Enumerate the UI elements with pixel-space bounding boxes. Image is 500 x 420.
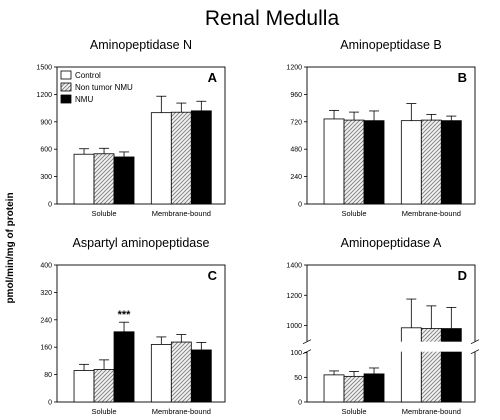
panel-title: Aminopeptidase B <box>340 38 441 52</box>
category-label: Membrane-bound <box>402 407 461 416</box>
bar <box>363 120 385 205</box>
category-label: Soluble <box>342 209 367 218</box>
y-tick-label: 1400 <box>286 263 302 270</box>
bar <box>113 156 135 205</box>
axis-break-mark <box>470 349 480 355</box>
panel-letter: A <box>208 70 218 85</box>
y-tick-label: 1200 <box>286 293 302 300</box>
chart-panel-c: 0 80 160 240 320 400 Soluble Membrane-bound *** A… <box>40 236 226 416</box>
y-tick-label: 240 <box>40 317 52 324</box>
bar <box>93 153 115 205</box>
axis-break-mark <box>302 339 312 345</box>
significance-annotation: *** <box>118 309 132 321</box>
category-label: Membrane-bound <box>152 209 211 218</box>
y-tick-label: 50 <box>294 375 302 382</box>
bar <box>93 369 115 403</box>
chart-panel-d: 0 50 100 1000 1200 1400 Soluble Membrane-bound A… <box>286 236 480 416</box>
y-tick-label: 160 <box>40 345 52 352</box>
legend-label: Control <box>75 71 101 80</box>
legend-swatch <box>60 70 72 80</box>
y-tick-label: 900 <box>40 119 52 126</box>
bar <box>73 153 95 205</box>
bar <box>170 111 192 205</box>
axis-break-mark <box>470 339 480 345</box>
chart-panel-a: 0 300 600 900 1200 1500 Soluble Membrane-bound A… <box>36 38 226 218</box>
panel-title: Aminopeptidase N <box>90 38 192 52</box>
legend-label: Non tumor NMU <box>75 83 133 92</box>
bar <box>420 119 442 205</box>
category-label: Soluble <box>342 407 367 416</box>
y-tick-label: 0 <box>48 202 52 209</box>
y-tick-label: 400 <box>40 263 52 270</box>
bar <box>343 119 365 205</box>
plot-frame <box>306 264 476 403</box>
plot-frame <box>306 66 476 205</box>
y-tick-label: 100 <box>290 350 302 357</box>
category-label: Soluble <box>92 209 117 218</box>
legend-swatch <box>60 94 72 104</box>
bar <box>400 120 422 205</box>
y-tick-label: 0 <box>298 400 302 407</box>
category-label: Membrane-bound <box>152 407 211 416</box>
bar <box>190 349 212 403</box>
y-tick-label: 600 <box>40 147 52 154</box>
panel-title: Aminopeptidase A <box>341 236 442 250</box>
chart-panel-b: 0 240 480 720 960 1200 Soluble Membrane-bound Am… <box>286 38 476 218</box>
bar <box>323 374 345 403</box>
bar <box>343 375 365 403</box>
y-tick-label: 320 <box>40 290 52 297</box>
bar <box>420 328 442 403</box>
bar <box>113 331 135 403</box>
bar <box>73 370 95 403</box>
panel-letter: D <box>458 268 467 283</box>
y-tick-label: 0 <box>48 400 52 407</box>
bar <box>440 328 462 403</box>
y-tick-label: 240 <box>290 174 302 181</box>
y-tick-label: 480 <box>290 147 302 154</box>
y-tick-label: 1200 <box>36 92 52 99</box>
y-tick-label: 0 <box>298 202 302 209</box>
panel-title: Aspartyl aminopeptidase <box>73 236 210 250</box>
category-label: Soluble <box>92 407 117 416</box>
plot-frame <box>56 264 226 403</box>
y-tick-label: 300 <box>40 174 52 181</box>
bar <box>440 120 462 205</box>
bar <box>190 110 212 205</box>
y-tick-label: 1500 <box>36 65 52 72</box>
plot-frame <box>56 66 226 205</box>
legend-swatch <box>60 82 72 92</box>
y-tick-label: 960 <box>290 92 302 99</box>
axis-break-mark <box>302 349 312 355</box>
panel-letter: C <box>208 268 218 283</box>
y-axis-label: pmol/min/mg of protein <box>5 192 16 303</box>
bar <box>323 118 345 205</box>
axis-break-gap <box>303 341 479 352</box>
main-title: Renal Medulla <box>205 7 340 30</box>
bar <box>400 327 422 403</box>
y-tick-label: 720 <box>290 119 302 126</box>
y-tick-label: 1000 <box>286 323 302 330</box>
panel-letter: B <box>458 70 467 85</box>
category-label: Membrane-bound <box>402 209 461 218</box>
y-tick-label: 80 <box>44 372 52 379</box>
y-tick-label: 1200 <box>286 65 302 72</box>
bar <box>150 344 172 403</box>
legend-label: NMU <box>75 95 93 104</box>
bar <box>170 341 192 403</box>
bar <box>363 373 385 403</box>
bar <box>150 112 172 205</box>
